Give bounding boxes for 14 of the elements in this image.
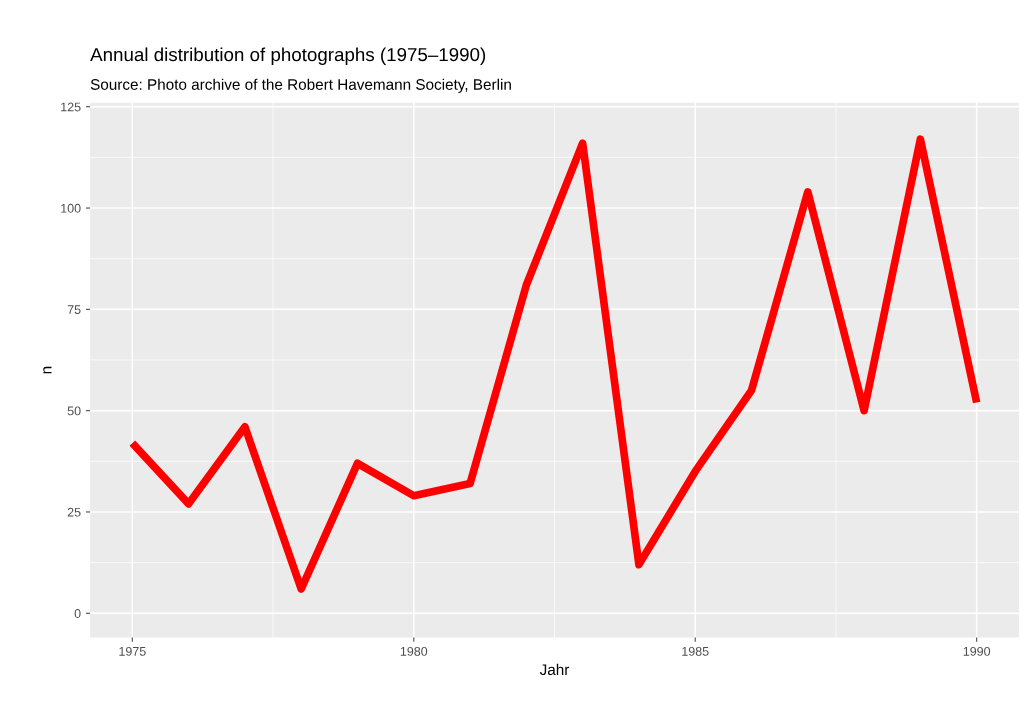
x-tick-label: 1980 <box>400 646 428 656</box>
x-axis-title: Jahr <box>539 663 570 676</box>
chart-subtitle: Source: Photo archive of the Robert Havemann Society, Berlin <box>90 78 511 93</box>
y-tick-label: 100 <box>61 203 81 213</box>
y-tick-label: 0 <box>74 609 81 618</box>
chart-title: Annual distribution of photographs (1975–1990) <box>90 47 486 65</box>
x-tick-label: 1990 <box>963 646 991 656</box>
y-tick-label: 75 <box>67 305 81 314</box>
y-tick-label: 125 <box>61 102 81 112</box>
y-tick-label: 50 <box>67 406 81 416</box>
y-tick-label: 25 <box>67 507 81 517</box>
x-tick-label: 1975 <box>119 646 146 656</box>
x-tick-label: 1985 <box>682 646 709 656</box>
y-axis-title: n <box>43 366 52 374</box>
